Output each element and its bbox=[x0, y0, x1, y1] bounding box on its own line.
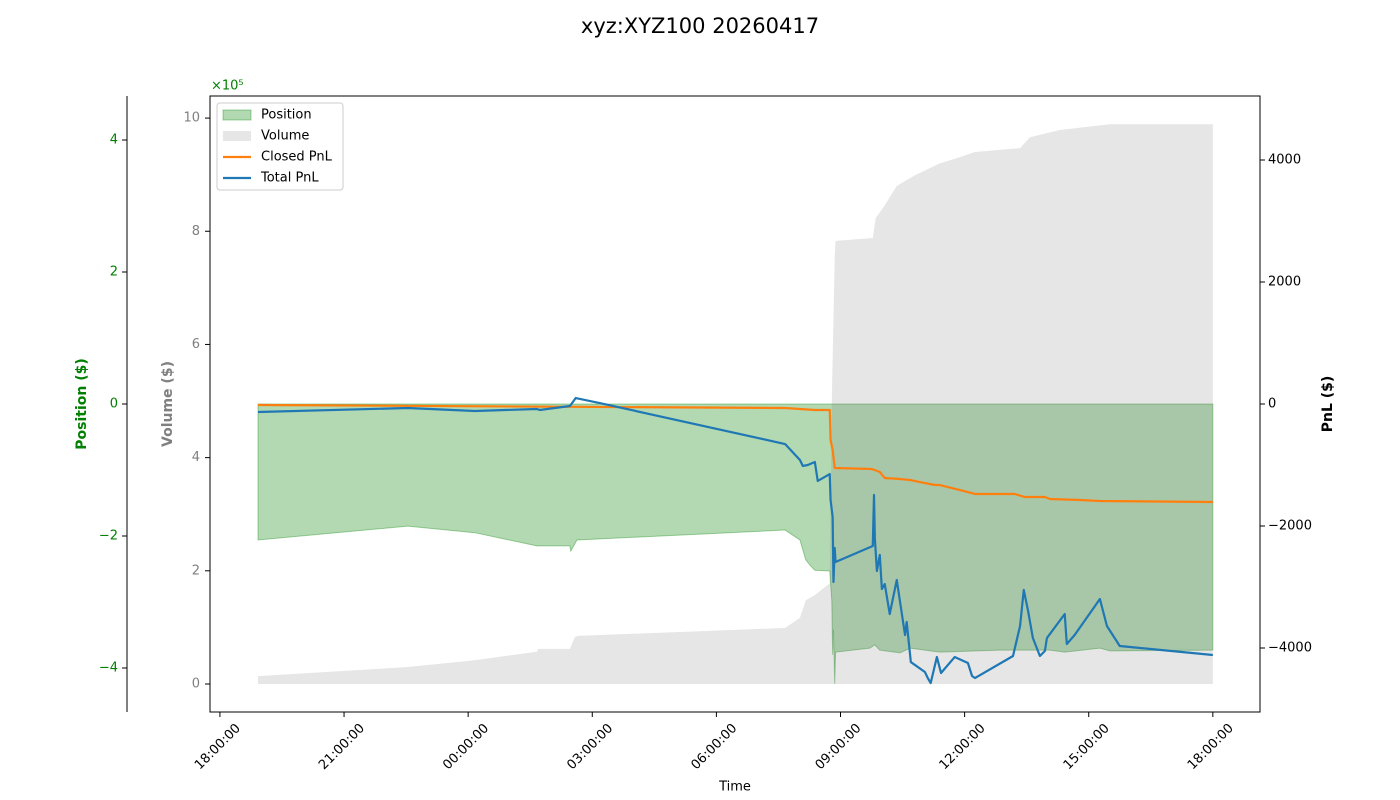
y2-tick-label: −4000 bbox=[1268, 641, 1312, 656]
legend-label: Total PnL bbox=[260, 171, 319, 186]
y2-axis-label: PnL ($) bbox=[1320, 376, 1336, 433]
offset-label: ×10⁵ bbox=[211, 79, 244, 94]
legend-label: Volume bbox=[261, 129, 309, 144]
volume-tick-label: 6 bbox=[192, 337, 200, 352]
x-tick-label: 15:00:00 bbox=[1061, 721, 1113, 773]
volume-tick-label: 4 bbox=[192, 450, 200, 465]
area bbox=[257, 124, 1213, 684]
chart-title: xyz:XYZ100 20260417 bbox=[581, 14, 819, 38]
area bbox=[257, 403, 1214, 684]
x-axis-label: Time bbox=[718, 780, 751, 795]
y-axis-label: Position ($) bbox=[74, 358, 90, 450]
y-tick-label: −2 bbox=[99, 528, 118, 543]
x-tick-label: 00:00:00 bbox=[440, 721, 492, 773]
line bbox=[257, 396, 1213, 685]
volume-tick-label: 8 bbox=[192, 224, 200, 239]
legend-label: Closed PnL bbox=[261, 150, 333, 165]
x-tick-label: 18:00:00 bbox=[192, 721, 244, 773]
volume-tick-label: 2 bbox=[192, 563, 200, 578]
volume-tick-label: 0 bbox=[192, 676, 200, 691]
legend-swatch bbox=[223, 131, 251, 141]
y-tick-label: 0 bbox=[110, 397, 118, 412]
legend-swatch bbox=[222, 109, 252, 121]
y-tick-label: −4 bbox=[99, 660, 118, 675]
x-tick-label: 21:00:00 bbox=[316, 721, 368, 773]
legend-box bbox=[216, 102, 344, 191]
legend-label: Position bbox=[261, 108, 312, 123]
y2-tick-label: 2000 bbox=[1268, 274, 1301, 289]
x-tick-label: 03:00:00 bbox=[564, 721, 616, 773]
volume-tick-label: 10 bbox=[183, 111, 200, 126]
y2-tick-label: 0 bbox=[1268, 397, 1276, 412]
line bbox=[257, 403, 1213, 504]
x-tick-label: 06:00:00 bbox=[688, 721, 740, 773]
x-tick-label: 09:00:00 bbox=[813, 721, 865, 773]
y-tick-label: 4 bbox=[110, 133, 118, 148]
volume-axis-label: Volume ($) bbox=[160, 361, 176, 447]
y-tick-label: 2 bbox=[110, 265, 118, 280]
x-tick-label: 12:00:00 bbox=[937, 721, 989, 773]
x-tick-label: 18:00:00 bbox=[1185, 721, 1237, 773]
y2-tick-label: 4000 bbox=[1268, 152, 1301, 167]
y2-tick-label: −2000 bbox=[1268, 519, 1312, 534]
